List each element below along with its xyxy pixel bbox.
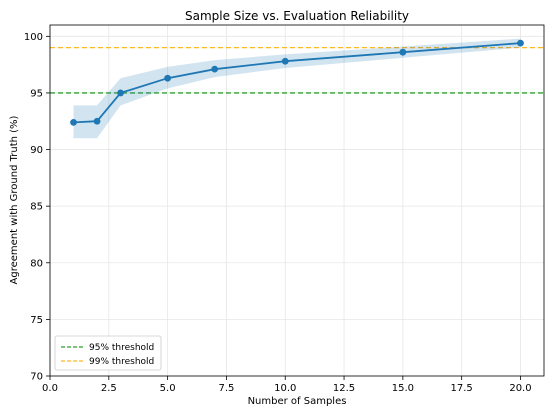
x-tick-label: 20.0 — [509, 383, 531, 394]
y-tick-label: 90 — [30, 145, 43, 156]
x-tick-label: 7.5 — [218, 383, 234, 394]
chart-title: Sample Size vs. Evaluation Reliability — [185, 9, 409, 23]
data-point — [164, 74, 172, 82]
y-tick-label: 95 — [30, 88, 43, 99]
plot-frame — [49, 24, 545, 377]
data-point — [517, 39, 524, 47]
y-tick-label: 80 — [30, 258, 43, 269]
y-axis-label: Agreement with Ground Truth (%) — [9, 115, 20, 284]
series-line — [73, 42, 521, 124]
x-tick-label: 10.0 — [274, 383, 296, 394]
x-tick-label: 17.5 — [451, 383, 473, 394]
data-series — [70, 39, 524, 126]
y-axis-ticks: 70 75 80 85 90 95 100 — [24, 32, 50, 383]
x-axis-label: Number of Samples — [248, 396, 347, 407]
data-point — [281, 57, 289, 65]
confidence-band-area — [73, 38, 521, 139]
legend: 95% threshold 99% threshold — [54, 335, 162, 371]
data-point — [93, 117, 101, 125]
data-point — [70, 118, 77, 126]
x-tick-label: 0.0 — [42, 383, 58, 394]
data-point — [211, 65, 219, 73]
x-tick-label: 12.5 — [333, 383, 355, 394]
y-tick-label: 100 — [24, 32, 43, 43]
y-tick-label: 75 — [30, 315, 43, 326]
x-tick-label: 2.5 — [101, 383, 117, 394]
data-point — [117, 89, 124, 97]
confidence-band — [73, 38, 521, 139]
grid — [49, 25, 544, 377]
x-tick-label: 5.0 — [160, 383, 176, 394]
x-tick-label: 15.0 — [392, 383, 414, 394]
legend-label-95: 95% threshold — [89, 343, 154, 353]
x-axis-ticks: 0.0 2.5 5.0 7.5 10.0 12.5 15.0 17.5 20.0 — [42, 376, 532, 394]
y-tick-label: 70 — [30, 372, 43, 383]
y-tick-label: 85 — [30, 202, 43, 213]
data-point — [399, 48, 407, 56]
legend-label-99: 99% threshold — [89, 357, 154, 367]
